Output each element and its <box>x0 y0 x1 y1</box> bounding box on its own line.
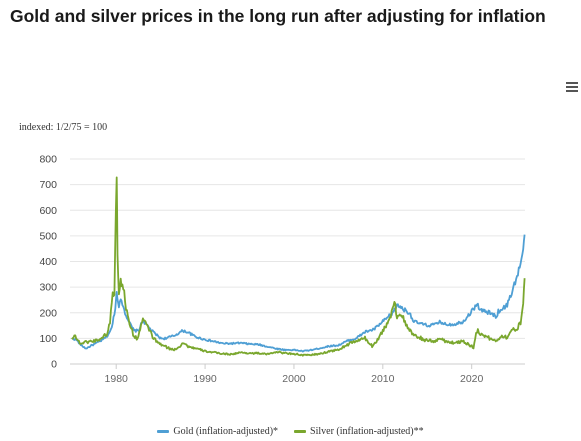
x-axis-ticks: 1980 1990 2000 2010 2020 <box>105 364 484 385</box>
hamburger-menu-icon[interactable] <box>565 80 579 94</box>
y-tick-label: 600 <box>39 205 57 217</box>
series-lines <box>71 176 526 357</box>
silver-series-line[interactable] <box>71 176 526 357</box>
legend-item-gold[interactable]: Gold (inflation-adjusted)* <box>157 426 278 437</box>
y-tick-label: 500 <box>39 230 57 242</box>
chart-title: Gold and silver prices in the long run a… <box>10 6 546 26</box>
y-axis-ticks: 0 100 200 300 400 500 600 700 800 <box>39 154 57 371</box>
y-tick-label: 800 <box>39 154 57 166</box>
y-tick-label: 300 <box>39 282 57 294</box>
x-tick-label: 1990 <box>193 373 217 385</box>
legend-label-gold: Gold (inflation-adjusted)* <box>173 426 279 437</box>
y-tick-label: 200 <box>39 307 57 319</box>
y-tick-label: 0 <box>51 359 57 371</box>
legend-item-silver[interactable]: Silver (inflation-adjusted)** <box>294 426 424 437</box>
legend-label-silver: Silver (inflation-adjusted)** <box>310 426 424 437</box>
x-tick-label: 2010 <box>371 373 395 385</box>
legend-swatch-gold <box>157 430 170 433</box>
y-tick-label: 400 <box>39 256 57 268</box>
y-tick-label: 700 <box>39 179 57 191</box>
grid-lines <box>70 158 525 365</box>
legend: Gold (inflation-adjusted)* Silver (infla… <box>0 426 581 437</box>
x-tick-label: 2000 <box>282 373 306 385</box>
legend-swatch-silver <box>294 430 307 433</box>
x-tick-label: 2020 <box>460 373 484 385</box>
x-tick-label: 1980 <box>105 373 129 385</box>
index-note: indexed: 1/2/75 = 100 <box>19 122 108 133</box>
y-tick-label: 100 <box>39 333 57 345</box>
